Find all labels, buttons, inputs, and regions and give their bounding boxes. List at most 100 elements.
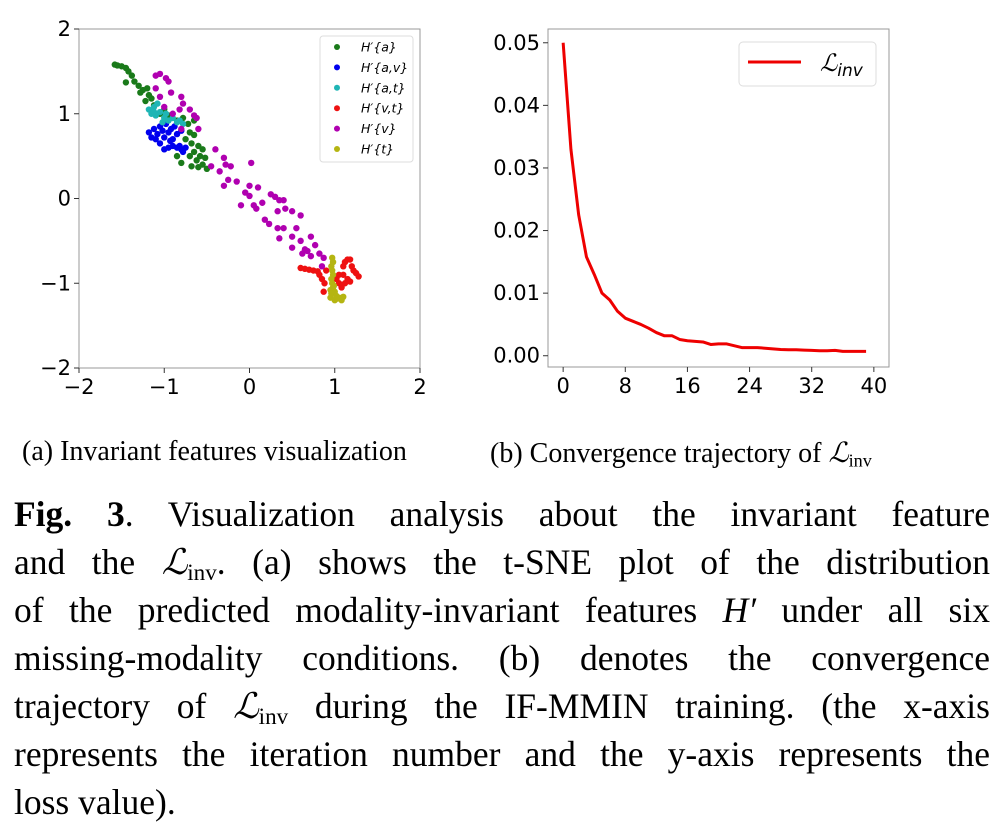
scatter-point-H′{v} xyxy=(224,176,232,184)
scatter-point-H′{v} xyxy=(156,70,164,78)
scatter-point-H′{a} xyxy=(135,82,142,89)
scatter-point-H′{v} xyxy=(179,100,187,107)
figure-panels: −2 −1 0 1 2 −2 −1 0 1 2 H′{a} H′{a,v} H′{a,t} H′{v,t}… xyxy=(40,17,890,399)
caption-line-7: loss value). xyxy=(14,782,176,822)
legend-marker-1 xyxy=(334,64,340,71)
scatter-point-H′{a} xyxy=(137,89,144,96)
scatter-point-H′{v} xyxy=(288,208,296,215)
scatter-point-H′{v} xyxy=(169,110,176,117)
scatter-point-H′{a,v} xyxy=(159,127,166,134)
scatter-point-H′{a,t} xyxy=(179,120,187,128)
legend-label-2: H′{a,t} xyxy=(361,80,406,95)
scatter-point-H′{v} xyxy=(165,78,172,85)
scatter-point-H′{v} xyxy=(274,224,281,232)
legend-label-loss: ℒinv xyxy=(820,49,864,81)
subcaption-b: (b) Convergence trajectory of ℒinv xyxy=(490,436,872,472)
caption-text: under all six xyxy=(756,590,990,630)
caption-text: . (a) shows the t-SNE plot of the distri… xyxy=(216,542,990,582)
scatter-point-H′{v} xyxy=(304,247,311,255)
scatter-point-H′{a} xyxy=(182,135,189,143)
b-y-tick-label: 0.00 xyxy=(493,344,540,368)
scatter-point-H′{v} xyxy=(248,159,255,167)
scatter-point-H′{v} xyxy=(282,205,289,212)
scatter-point-H′{v,t} xyxy=(346,278,354,285)
caption-line-3: of the predicted modality-invariant feat… xyxy=(14,586,990,634)
scatter-point-H′{a} xyxy=(186,152,194,160)
scatter-point-H′{a} xyxy=(173,152,181,160)
scatter-point-H′{v} xyxy=(161,103,168,111)
scatter-point-H′{v} xyxy=(271,193,279,201)
scatter-point-H′{a,v} xyxy=(145,129,153,136)
caption-line-1: Fig. 3. Visualization analysis about the… xyxy=(14,490,990,538)
scatter-point-H′{v} xyxy=(316,250,323,257)
scatter-point-H′{v} xyxy=(280,196,287,204)
scatter-point-H′{v} xyxy=(178,125,185,133)
caption-line-6: represents the iteration number and the … xyxy=(14,734,990,774)
caption-line-2: and the ℒinv. (a) shows the t-SNE plot o… xyxy=(14,538,990,586)
scatter-point-H′{v} xyxy=(246,192,253,200)
legend-marker-3 xyxy=(334,105,340,112)
scatter-point-H′{a,v} xyxy=(182,144,189,151)
scatter-point-H′{a} xyxy=(178,159,185,167)
legend-label-3: H′{v,t} xyxy=(361,101,404,116)
scatter-point-H′{v} xyxy=(207,163,215,170)
legend-label-1: H′{a,v} xyxy=(361,60,408,75)
scatter-point-H′{v} xyxy=(220,182,228,189)
scatter-point-H′{v,t} xyxy=(323,267,330,274)
loss-subscript: inv xyxy=(187,558,217,585)
scatter-point-H′{v} xyxy=(318,263,326,270)
b-x-tick-label: 0 xyxy=(556,374,569,398)
caption-text: . Visualization analysis about the invar… xyxy=(124,494,990,534)
scatter-point-H′{v} xyxy=(288,233,296,240)
scatter-point-H′{v} xyxy=(222,161,229,168)
a-y-tick-label: −1 xyxy=(40,271,71,295)
scatter-point-H′{a,t} xyxy=(150,108,158,116)
loss-symbol: ℒ xyxy=(233,686,259,727)
scatter-point-H′{v} xyxy=(176,106,183,113)
b-y-tick-label: 0.05 xyxy=(493,31,540,55)
loss-subscript: inv xyxy=(848,450,872,471)
scatter-point-H′{a,v} xyxy=(150,125,158,133)
a-x-tick-label: −1 xyxy=(149,375,180,399)
scatter-point-H′{a} xyxy=(131,78,138,85)
scatter-point-H′{v,t} xyxy=(355,273,362,280)
b-y-tick-label: 0.01 xyxy=(493,281,540,305)
a-y-tick-label: 2 xyxy=(58,17,71,41)
scatter-point-H′{v} xyxy=(299,250,306,257)
scatter-point-H′{a,v} xyxy=(161,146,168,153)
caption-text: of the predicted modality-invariant feat… xyxy=(14,590,723,630)
subcaption-b-text: (b) Convergence trajectory of xyxy=(490,438,829,469)
scatter-point-H′{v} xyxy=(297,212,304,219)
scatter-point-H′{v,t} xyxy=(321,280,328,287)
scatter-point-H′{t} xyxy=(334,295,341,302)
scatter-point-H′{a} xyxy=(201,154,209,162)
scatter-point-H′{v} xyxy=(261,216,269,223)
scatter-point-H′{v} xyxy=(265,220,273,228)
scatter-point-H′{v,t} xyxy=(320,288,327,295)
legend-marker-5 xyxy=(334,146,340,152)
scatter-point-H′{a} xyxy=(188,140,195,147)
caption-text: and the xyxy=(14,542,162,582)
figure-caption: Fig. 3. Visualization analysis about the… xyxy=(14,490,990,826)
scatter-point-H′{a,v} xyxy=(154,130,161,138)
scatter-point-H′{a} xyxy=(195,163,202,171)
caption-text: during the IF-MMIN training. (the x-axis xyxy=(288,686,990,726)
scatter-point-H′{a} xyxy=(122,79,130,86)
scatter-point-H′{a,t} xyxy=(154,100,161,107)
loss-symbol: ℒ xyxy=(828,436,849,469)
legend-marker-2 xyxy=(334,84,340,91)
legend-label-5: H′{t} xyxy=(361,142,394,157)
a-x-tick-label: 0 xyxy=(243,375,256,399)
b-legend-box xyxy=(738,41,877,87)
a-y-tick-label: 1 xyxy=(58,102,71,126)
scatter-point-H′{a} xyxy=(142,97,149,105)
scatter-point-H′{v} xyxy=(293,224,300,232)
scatter-point-H′{v} xyxy=(280,224,287,232)
legend-label-0: H′{a} xyxy=(361,40,397,55)
b-x-tick-label: 24 xyxy=(736,374,763,398)
scatter-point-H′{a} xyxy=(184,120,192,128)
scatter-point-H′{v} xyxy=(254,184,262,191)
scatter-point-H′{v} xyxy=(307,252,315,260)
a-y-tick-label: 0 xyxy=(58,187,71,211)
scatter-point-H′{a,t} xyxy=(162,110,170,117)
